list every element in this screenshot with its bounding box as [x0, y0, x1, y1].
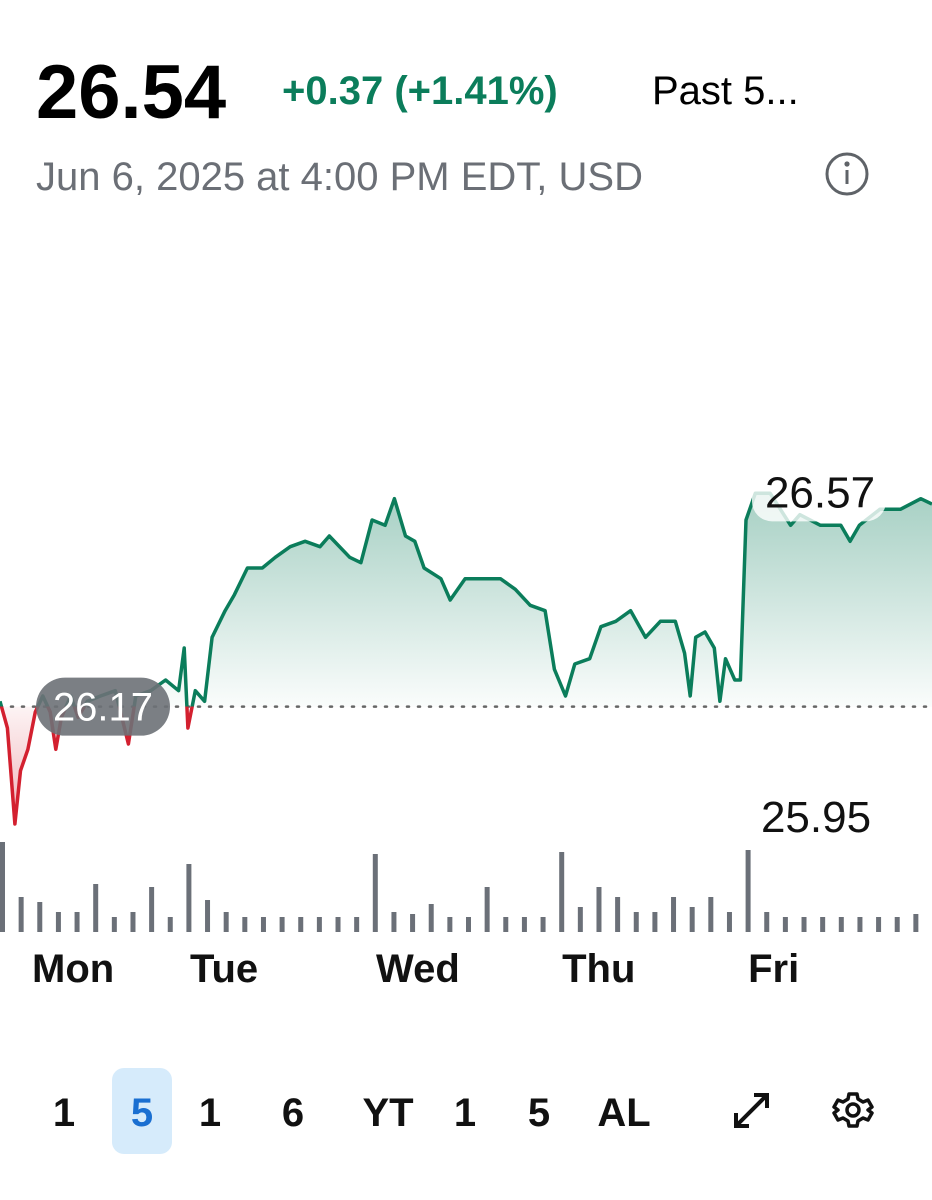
volume-bar — [503, 917, 509, 932]
volume-bar — [167, 917, 173, 932]
reference-pill — [36, 677, 170, 736]
volume-bar — [410, 914, 416, 932]
volume-bar — [111, 917, 117, 932]
volume-bar — [447, 917, 453, 932]
volume-bar — [149, 887, 155, 932]
volume-bar — [186, 864, 192, 932]
volume-bar — [391, 912, 397, 932]
volume-bar — [652, 912, 658, 932]
volume-bar — [615, 897, 621, 932]
x-tick-label: Thu — [562, 947, 635, 991]
volume-bar — [671, 897, 677, 932]
low-label: 25.95 — [761, 793, 871, 842]
volume-bar — [205, 900, 211, 932]
range-button[interactable]: 5 — [528, 1091, 550, 1135]
volume-bar — [689, 907, 695, 932]
volume-bar — [0, 842, 5, 932]
settings-icon[interactable] — [832, 1092, 874, 1128]
volume-bar — [93, 884, 99, 932]
volume-bar — [37, 902, 43, 932]
volume-bar — [559, 852, 565, 932]
range-button[interactable]: 1 — [199, 1091, 221, 1135]
volume-bar — [540, 917, 546, 932]
volume-bar — [55, 912, 61, 932]
volume-bar — [726, 912, 732, 932]
volume-bar — [913, 914, 919, 932]
volume-bar — [354, 917, 360, 932]
range-button[interactable]: YT — [362, 1091, 413, 1135]
volume-bar — [242, 917, 248, 932]
volume-bar — [279, 917, 285, 932]
timestamp: Jun 6, 2025 at 4:00 PM EDT, USD — [36, 155, 643, 199]
volume-bar — [484, 887, 490, 932]
volume-bar — [223, 912, 229, 932]
volume-bar — [466, 917, 471, 932]
volume-bar — [745, 850, 751, 932]
volume-bar — [764, 912, 770, 932]
volume-bar — [820, 917, 826, 932]
x-tick-label: Mon — [32, 947, 114, 991]
range-button[interactable]: 1 — [454, 1091, 476, 1135]
volume-bar — [801, 917, 807, 932]
volume-bar — [633, 912, 639, 932]
volume-bar — [894, 917, 900, 932]
volume-bar — [838, 917, 844, 932]
volume-bar — [74, 912, 80, 932]
volume-bar — [876, 917, 882, 932]
reference-label: 26.17 — [53, 686, 153, 730]
expand-icon[interactable] — [734, 1093, 769, 1128]
volume-bar — [521, 917, 527, 932]
volume-bar — [316, 917, 322, 932]
change: +0.37 (+1.41%) — [282, 69, 558, 113]
volume-bar — [577, 907, 583, 932]
volume-bar — [857, 917, 863, 932]
volume-bar — [130, 912, 136, 932]
volume-bar — [782, 917, 788, 932]
volume-bar — [335, 917, 341, 932]
x-tick-label: Tue — [190, 947, 258, 991]
volume-bar — [596, 887, 602, 932]
volume-bar — [428, 904, 434, 932]
info-icon[interactable] — [825, 152, 869, 196]
range-button[interactable]: 5 — [131, 1091, 153, 1135]
high-label: 26.57 — [765, 468, 875, 517]
range-highlight — [112, 1068, 172, 1154]
area — [0, 493, 932, 824]
volume-bar — [372, 854, 378, 932]
period[interactable]: Past 5... — [652, 69, 799, 113]
price: 26.54 — [36, 50, 226, 135]
range-button[interactable]: AL — [597, 1091, 650, 1135]
x-tick-label: Fri — [748, 947, 799, 991]
volume-bar — [298, 917, 304, 932]
volume-bar — [18, 897, 24, 932]
range-button[interactable]: 6 — [282, 1091, 304, 1135]
high-label-bg — [752, 467, 886, 522]
volume-bar — [260, 917, 266, 932]
range-button[interactable]: 1 — [53, 1091, 75, 1135]
x-tick-label: Wed — [376, 947, 460, 991]
plot: 26.17 26.57 25.95 Mon Tue Wed Thu Fri — [0, 467, 932, 991]
volume-bar — [708, 897, 714, 932]
